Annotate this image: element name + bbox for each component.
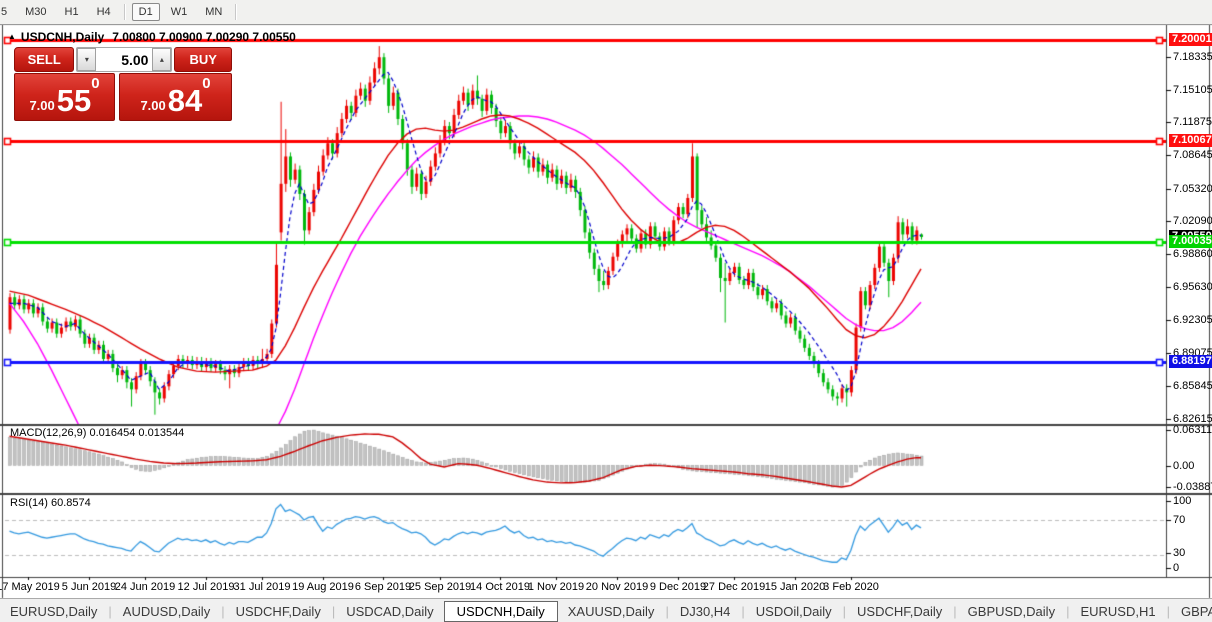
timeframe-W1[interactable]: W1 — [170, 6, 188, 18]
date-axis-label: 25 Sep 2019 — [408, 581, 472, 593]
price-tick-label: 7.18335 — [1173, 51, 1212, 63]
sell-button[interactable]: SELL — [14, 47, 75, 72]
date-axis-label: 20 Nov 2019 — [585, 581, 649, 593]
level-price-badge[interactable]: 6.88197 — [1169, 355, 1212, 368]
timeframe-MN[interactable]: MN — [205, 6, 223, 18]
chart-tab-bar: EURUSD,Daily | AUDUSD,Daily | USDCHF,Daily | U… — [0, 598, 1212, 622]
buy-price-button[interactable]: 7.00 84 0 — [119, 73, 232, 121]
tab-separator: | — [1166, 603, 1170, 619]
timeframe-M30[interactable]: M30 — [25, 6, 47, 18]
volume-input[interactable] — [96, 48, 153, 71]
macd-indicator-label: MACD(12,26,9) 0.016454 0.013544 — [10, 427, 185, 439]
macd-axis-max: 0.063113 — [1173, 424, 1212, 436]
rsi-axis-label: 0 — [1173, 562, 1180, 574]
level-price-badge[interactable]: 7.10067 — [1169, 134, 1212, 147]
date-axis-label: 14 Oct 2019 — [470, 581, 530, 593]
price-tick-label: 7.08645 — [1173, 149, 1212, 161]
tab-separator: | — [741, 603, 745, 619]
tab-separator: | — [953, 603, 957, 619]
sell-price-button[interactable]: 7.00 55 0 — [14, 73, 116, 121]
date-axis-label: 24 Jun 2019 — [114, 581, 176, 593]
buy-price-main: 7.00 — [140, 98, 166, 113]
price-tick-label: 6.85845 — [1173, 380, 1212, 392]
tab-separator: | — [108, 603, 112, 619]
level-price-badge[interactable]: 7.00035 — [1169, 235, 1212, 248]
price-tick-label: 7.05320 — [1173, 183, 1212, 195]
date-axis-label: 12 Jul 2019 — [177, 581, 235, 593]
tab-usdchf-daily[interactable]: USDCHF,Daily — [857, 603, 943, 619]
date-axis-label: 1 Nov 2019 — [527, 581, 585, 593]
tab-eurusd-daily[interactable]: EURUSD,Daily — [10, 603, 98, 619]
tab-usdchf-daily[interactable]: USDCHF,Daily — [235, 603, 321, 619]
volume-spinner: ▾ ▴ — [76, 47, 173, 72]
volume-dropdown-icon[interactable]: ▾ — [77, 48, 97, 71]
price-tick-label: 6.92305 — [1173, 314, 1212, 326]
chart-title: ▲ USDCNH,Daily 7.00800 7.00900 7.00290 7.0… — [8, 30, 296, 44]
level-price-badge[interactable]: 7.20001 — [1169, 33, 1212, 46]
macd-axis-min: -0.038872 — [1173, 481, 1212, 493]
timeframe-toolbar: 5 M30 H1 H4 D1 W1 MN — [0, 0, 1212, 25]
chart-window: ▲ USDCNH,Daily 7.00800 7.00900 7.00290 7.0… — [0, 24, 1212, 598]
price-tick-label: 7.02090 — [1173, 215, 1212, 227]
volume-up-icon[interactable]: ▴ — [152, 48, 172, 71]
date-axis-label: 15 Jan 2020 — [764, 581, 826, 593]
tab-eurusd-h1[interactable]: EURUSD,H1 — [1080, 603, 1156, 619]
date-axis-label: 3 Feb 2020 — [823, 581, 879, 593]
sell-price-big: 55 — [56, 83, 92, 118]
timeframe-H1[interactable]: H1 — [64, 6, 79, 18]
tab-gbpusd-daily[interactable]: GBPUSD,Daily — [967, 603, 1056, 619]
timeframe-D1[interactable]: D1 — [131, 3, 160, 21]
price-tick-label: 7.11875 — [1173, 116, 1212, 128]
tab-usdcnh-daily[interactable]: USDCNH,Daily — [443, 600, 558, 622]
tab-separator: | — [842, 603, 847, 619]
price-tick-label: 6.95630 — [1173, 281, 1212, 293]
timeframe-5[interactable]: 5 — [1, 6, 8, 18]
buy-button[interactable]: BUY — [174, 47, 232, 72]
price-tick-label: 6.98860 — [1173, 248, 1212, 260]
date-axis-label: 6 Sep 2019 — [354, 581, 412, 593]
buy-price-point: 0 — [202, 75, 211, 92]
tab-usdcad-daily[interactable]: USDCAD,Daily — [346, 603, 434, 619]
date-axis-label: 31 Jul 2019 — [233, 581, 291, 593]
tab-separator: | — [665, 603, 669, 619]
ohlc-values: 7.00800 7.00900 7.00290 7.00550 — [112, 30, 296, 44]
date-axis-label: 9 Dec 2019 — [649, 581, 707, 593]
rsi-indicator-label: RSI(14) 60.8574 — [10, 497, 91, 509]
price-tick-label: 7.15105 — [1173, 84, 1212, 96]
price-tick-label: 6.82615 — [1173, 413, 1212, 425]
date-axis-label: 19 Aug 2019 — [292, 581, 354, 593]
sell-price-point: 0 — [91, 75, 100, 92]
buy-price-big: 84 — [167, 83, 203, 118]
tab-separator: | — [221, 603, 225, 619]
rsi-axis-label: 100 — [1173, 495, 1192, 507]
tab-separator: | — [331, 603, 336, 619]
sell-price-main: 7.00 — [29, 98, 55, 113]
timeframe-H4[interactable]: H4 — [96, 6, 111, 18]
tab-dj30-h4[interactable]: DJ30,H4 — [679, 603, 731, 619]
macd-axis-zero: 0.00 — [1173, 460, 1195, 472]
rsi-axis-label: 30 — [1173, 547, 1186, 559]
date-axis-label: 5 Jun 2019 — [61, 581, 117, 593]
tab-xauusd-daily[interactable]: XAUUSD,Daily — [567, 603, 655, 619]
tab-usdoil-daily[interactable]: USDOil,Daily — [755, 603, 832, 619]
date-axis-label: 17 May 2019 — [0, 581, 60, 593]
tab-audusd-daily[interactable]: AUDUSD,Daily — [122, 603, 211, 619]
toolbar-separator — [235, 4, 238, 20]
rsi-axis-label: 70 — [1173, 514, 1186, 526]
tab-gbpaud-h1[interactable]: GBPAUD,H1 — [1180, 603, 1212, 619]
tab-separator: | — [1066, 603, 1070, 619]
symbol-period-label: USDCNH,Daily — [20, 30, 105, 44]
collapse-triangle-icon[interactable]: ▲ — [8, 32, 16, 41]
toolbar-separator — [123, 4, 126, 20]
date-axis-label: 27 Dec 2019 — [702, 581, 766, 593]
